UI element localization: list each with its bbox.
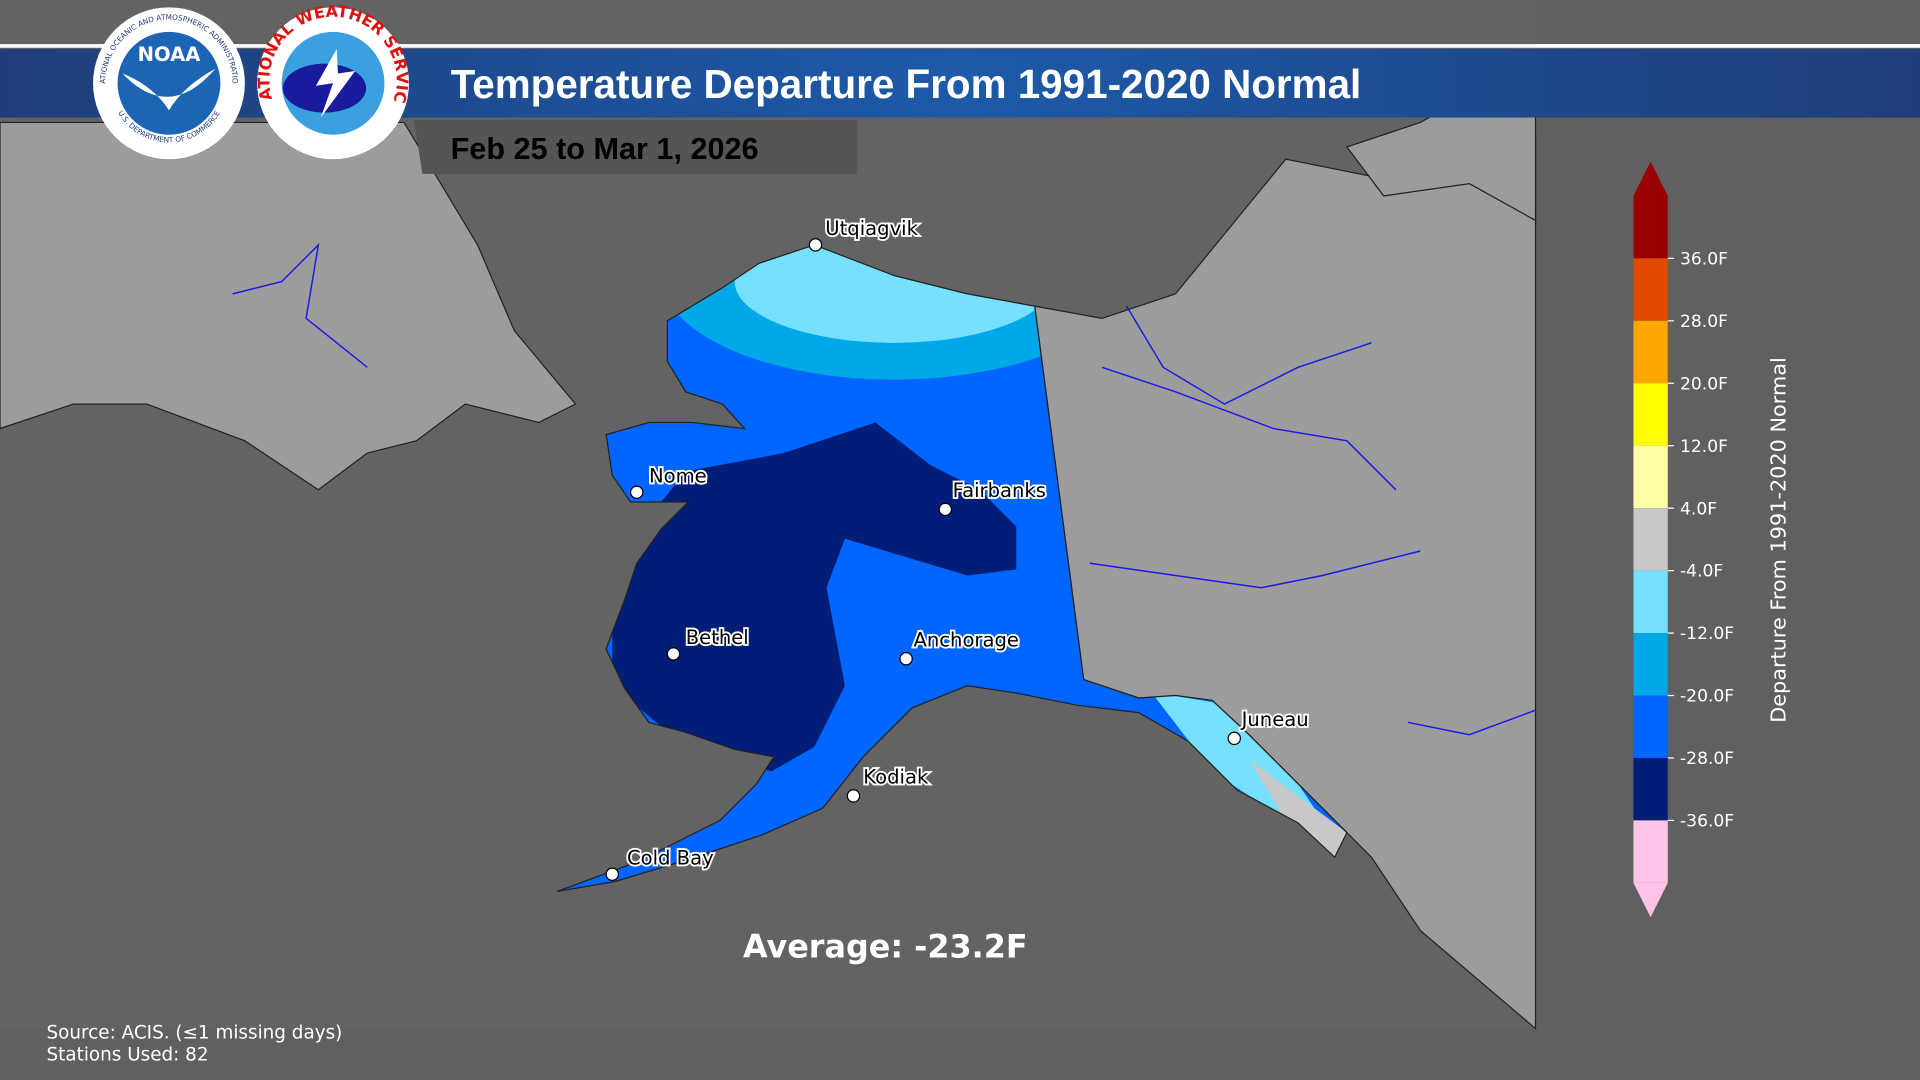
colorbar-tick-label: -4.0F <box>1680 562 1723 582</box>
city-markers: Utqiagvik Nome Fairbanks Bethel Anchorage Kod… <box>605 215 1311 882</box>
colorbar-segment <box>1633 445 1668 509</box>
colorbar-tick-label: 4.0F <box>1680 499 1717 519</box>
city-label: Juneau <box>1240 708 1309 731</box>
colorbar-tick-label: -20.0F <box>1680 687 1734 707</box>
colorbar-segment <box>1633 508 1668 571</box>
colorbar-segment <box>1633 633 1668 696</box>
city-label: Anchorage <box>913 629 1018 652</box>
city-marker <box>630 485 644 499</box>
city-marker <box>605 867 619 882</box>
noaa-text: NOAA <box>138 43 202 66</box>
colorbar-segment <box>1633 820 1668 883</box>
colorbar-tick-label: 28.0F <box>1680 312 1728 332</box>
colorbar-extend-bottom <box>1633 882 1668 918</box>
colorbar-tick-label: -36.0F <box>1680 812 1734 832</box>
colorbar-segment <box>1633 695 1668 758</box>
city-label: Kodiak <box>863 766 929 789</box>
subtitle: Feb 25 to Mar 1, 2026 <box>451 132 759 166</box>
city-marker <box>666 647 681 661</box>
colorbar-tick-label: 36.0F <box>1680 249 1728 269</box>
noaa-bird <box>122 68 216 111</box>
colorbar-label: Departure From 1991-2020 Normal <box>1766 357 1790 723</box>
colorbar-tick-label: 12.0F <box>1680 437 1728 457</box>
source-line: Source: ACIS. (≤1 missing days) <box>47 1022 343 1043</box>
city-marker <box>938 502 953 517</box>
colorbar-extend-top <box>1633 161 1668 196</box>
colorbar-segment <box>1633 383 1668 446</box>
russia-land <box>0 121 577 491</box>
colorbar-segment <box>1633 570 1668 634</box>
rivers <box>232 242 1536 736</box>
header-rule <box>0 44 1920 48</box>
colorbar-segment <box>1633 195 1668 259</box>
colorbar-segment <box>1633 320 1668 384</box>
city-label: Utqiagvik <box>825 217 918 240</box>
noaa-logo-inner <box>117 31 221 135</box>
city-label: Fairbanks <box>953 479 1046 502</box>
colorbar-segment <box>1633 757 1668 821</box>
city-marker <box>899 652 913 666</box>
colorbar-tick-label: -28.0F <box>1680 749 1734 769</box>
colorbar: 36.0F 28.0F 20.0F 12.0F 4.0F -4.0F -12.0F -20.0… <box>1633 161 1734 918</box>
subtitle-box <box>413 120 858 174</box>
nws-bolt <box>315 48 356 118</box>
colorbar-tick-label: 20.0F <box>1680 374 1728 394</box>
colorbar-tick-label: -12.0F <box>1680 624 1734 644</box>
city-label: Bethel <box>686 626 749 649</box>
city-marker <box>808 238 823 252</box>
title: Temperature Departure From 1991-2020 Nor… <box>451 61 1362 107</box>
city-label: Nome <box>649 464 707 487</box>
average: Average: -23.2F <box>743 928 1028 966</box>
city-marker <box>846 789 861 803</box>
colorbar-segment <box>1633 258 1668 321</box>
city-label: Cold Bay <box>627 846 714 869</box>
city-marker <box>1227 731 1242 746</box>
source-line: Stations Used: 82 <box>47 1044 209 1065</box>
